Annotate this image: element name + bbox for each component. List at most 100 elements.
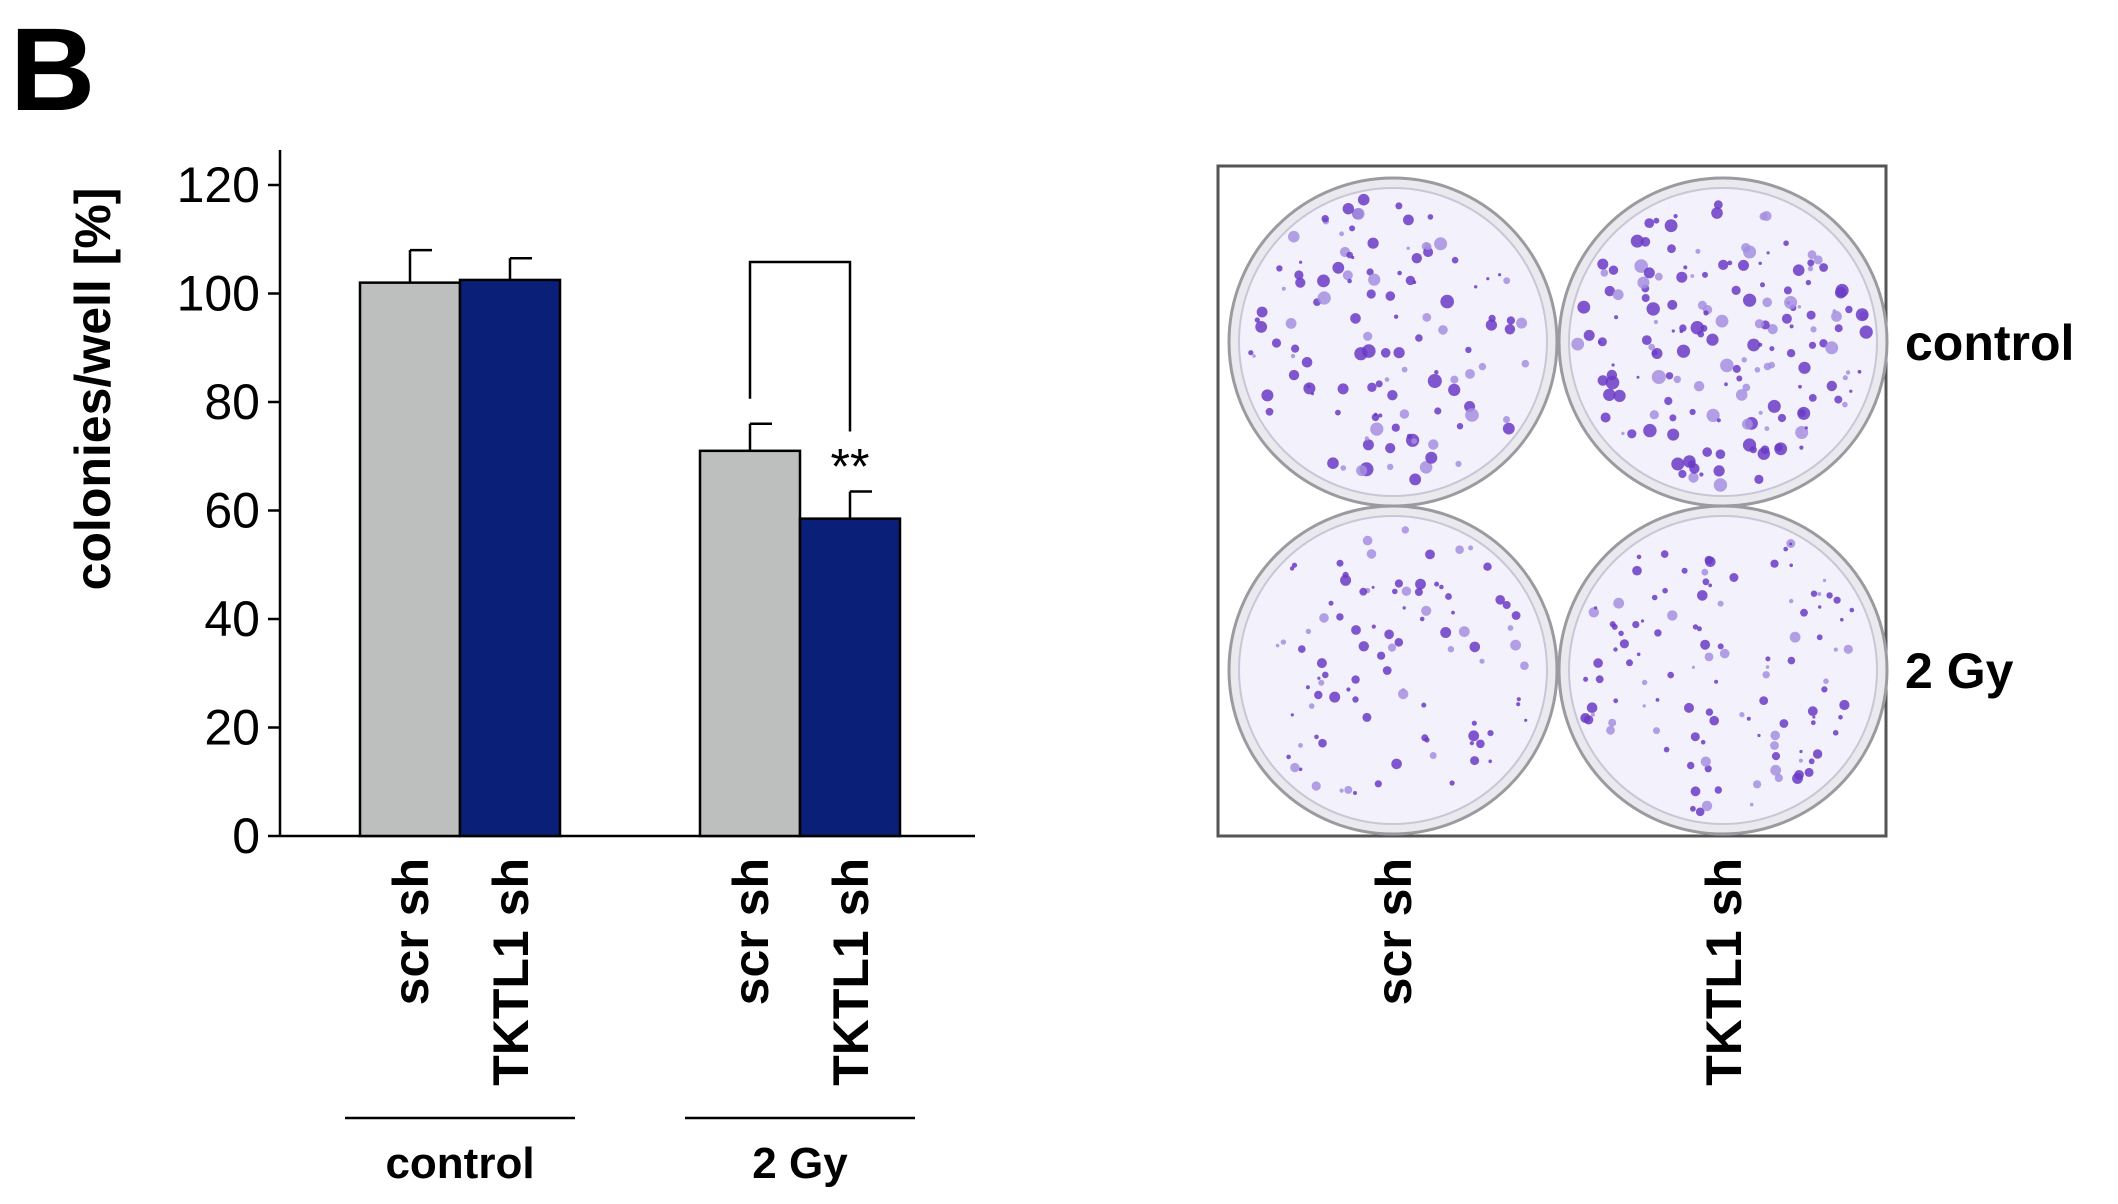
colony-dot — [1789, 542, 1793, 546]
colony-dot — [1857, 369, 1862, 374]
panel-label: B — [10, 4, 95, 136]
colony-dot — [1770, 730, 1780, 741]
colony-dot — [1397, 270, 1402, 276]
colony-plates-panel: control 2 Gy scr sh TKTL1 sh — [1216, 164, 2074, 1086]
y-tick-label: 0 — [232, 808, 260, 864]
colony-dot — [1632, 621, 1640, 629]
colony-dot — [1392, 588, 1398, 595]
colony-dot — [1797, 305, 1802, 309]
colony-dot — [1783, 240, 1789, 246]
colony-dot — [1429, 752, 1437, 759]
colony-dot — [1859, 325, 1873, 339]
colony-dot — [1667, 428, 1680, 441]
colony-dot — [1415, 578, 1426, 590]
colony-dot — [1742, 418, 1753, 430]
colony-dot — [1706, 333, 1719, 346]
colony-dot — [1597, 337, 1607, 347]
colony-dot — [1299, 260, 1303, 264]
colony-dot — [1690, 732, 1700, 742]
colony-dot — [1613, 597, 1625, 609]
bar — [458, 278, 562, 838]
colony-dot — [1823, 678, 1829, 684]
colony-dot — [1516, 697, 1521, 702]
colony-dot — [1434, 370, 1439, 375]
colony-dot — [1504, 324, 1516, 335]
colony-dot — [1351, 675, 1360, 684]
colony-dot — [1703, 310, 1709, 316]
colony-dot — [1653, 727, 1660, 735]
colony-dot — [1840, 617, 1844, 622]
colony-dot — [1524, 718, 1528, 722]
colony-dot — [1845, 305, 1853, 314]
colony-dot — [1798, 758, 1803, 763]
colony-dot — [1700, 756, 1711, 767]
colony-dot — [1741, 243, 1751, 253]
colony-dot — [1690, 274, 1695, 278]
colony-dot — [1367, 382, 1377, 392]
colony-dot — [1339, 231, 1344, 237]
colony-dot — [1767, 399, 1781, 413]
y-axis: 0 20 40 60 80 100 120 — [177, 150, 282, 864]
colony-dot — [1713, 465, 1725, 477]
colony-dot — [1729, 573, 1739, 582]
colony-dot — [1724, 382, 1728, 387]
colony-dot — [1644, 218, 1655, 229]
colony-dot — [1717, 600, 1724, 607]
colony-dot — [1754, 319, 1764, 329]
colony-dot — [1384, 377, 1390, 382]
colony-dot — [1697, 300, 1707, 310]
colony-dot — [1387, 463, 1394, 471]
colony-dot — [1362, 344, 1376, 358]
colony-dot — [1798, 384, 1802, 389]
colony-dot — [1808, 394, 1817, 402]
colony-dot — [1619, 639, 1629, 649]
colony-dot — [1766, 251, 1770, 255]
colony-dot — [1451, 610, 1455, 615]
colony-dot — [1600, 269, 1609, 277]
colony-dot — [1351, 255, 1355, 260]
colony-dot — [1425, 451, 1438, 464]
colony-dot — [1714, 679, 1719, 684]
colony-dot — [1604, 285, 1616, 297]
colony-dot — [1810, 590, 1818, 597]
colony-dot — [1800, 608, 1808, 617]
colony-dot — [1697, 590, 1708, 601]
colony-dot — [1676, 344, 1691, 358]
colony-dot — [1649, 410, 1659, 420]
colony-dot — [1783, 286, 1792, 295]
colony-dot — [1434, 407, 1442, 415]
colony-dot — [1690, 805, 1696, 812]
colony-dot — [1406, 433, 1412, 439]
colony-dot — [1393, 347, 1405, 359]
colony-dot — [1826, 592, 1833, 599]
colony-dot — [1636, 554, 1642, 560]
colony-dot — [1781, 313, 1792, 324]
colony-dot — [1714, 786, 1723, 794]
colony-dot — [1716, 418, 1721, 423]
colony-dot — [1393, 314, 1399, 319]
colony-dot — [1717, 643, 1724, 650]
category-label: TKTL1 sh — [483, 858, 539, 1086]
colony-dot — [1340, 465, 1347, 471]
colony-dot — [1516, 317, 1528, 329]
colony-dot — [1742, 383, 1751, 392]
colony-dot — [1632, 565, 1642, 576]
colony-dot — [1468, 730, 1480, 742]
colony-dot — [1709, 715, 1719, 726]
colony-dot — [1763, 362, 1772, 371]
colony-dot — [1414, 588, 1423, 596]
colony-dot — [1799, 749, 1803, 754]
y-tick-label: 120 — [177, 157, 260, 213]
colony-dot — [1608, 265, 1619, 275]
significance-marker: ** — [831, 439, 870, 495]
colony-dot — [1600, 412, 1611, 423]
colony-dot — [1812, 749, 1823, 759]
colony-dot — [1783, 546, 1788, 552]
y-tick-label: 40 — [204, 591, 260, 647]
colony-dot — [1329, 691, 1341, 703]
colony-dot — [1469, 641, 1481, 653]
group-label: control — [385, 1139, 534, 1188]
colony-dot — [1440, 294, 1454, 309]
colony-dot — [1382, 666, 1392, 675]
colony-dot — [1450, 375, 1459, 384]
